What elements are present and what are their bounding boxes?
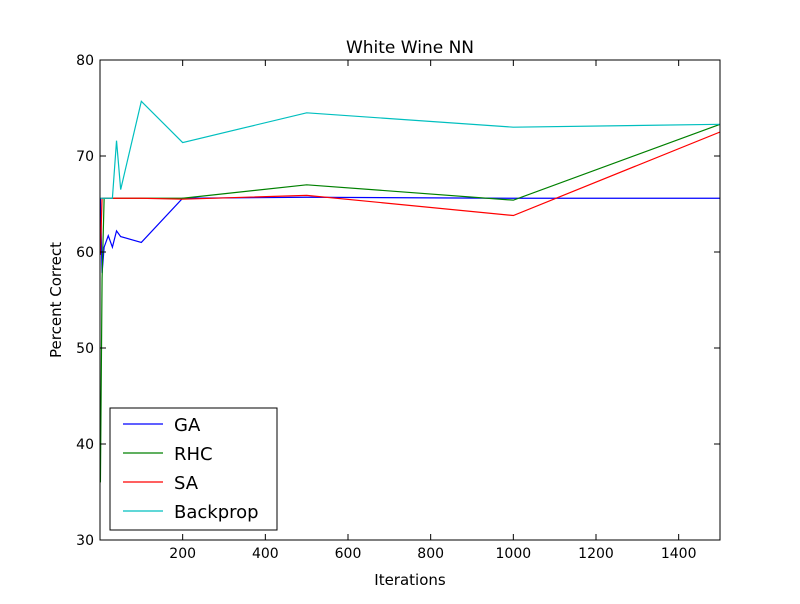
y-axis-label: Percent Correct xyxy=(47,242,65,358)
series-line-backprop xyxy=(100,100,720,199)
legend: GA RHC SA Backprop xyxy=(109,407,278,531)
y-tick-label: 70 xyxy=(76,149,94,165)
legend-label-backprop: Backprop xyxy=(174,502,259,523)
legend-box xyxy=(109,407,278,531)
chart-title: White Wine NN xyxy=(346,38,474,58)
legend-label-sa: SA xyxy=(174,473,199,494)
x-tick-label: 400 xyxy=(252,546,279,562)
x-tick-label: 1000 xyxy=(496,546,532,562)
y-tick-label: 80 xyxy=(76,53,94,69)
x-tick-label: 200 xyxy=(169,546,196,562)
legend-label-ga: GA xyxy=(174,415,201,436)
y-tick-label: 30 xyxy=(76,533,94,549)
y-tick-label: 40 xyxy=(76,437,94,453)
x-tick-label: 1400 xyxy=(661,546,697,562)
x-tick-label: 600 xyxy=(335,546,362,562)
y-tick-label: 60 xyxy=(76,245,94,261)
x-axis-label: Iterations xyxy=(374,571,446,589)
axes-frame xyxy=(99,59,721,541)
x-tick-label: 800 xyxy=(417,546,444,562)
legend-label-rhc: RHC xyxy=(174,444,213,465)
y-tick-label: 50 xyxy=(76,341,94,357)
x-tick-label: 1200 xyxy=(578,546,614,562)
